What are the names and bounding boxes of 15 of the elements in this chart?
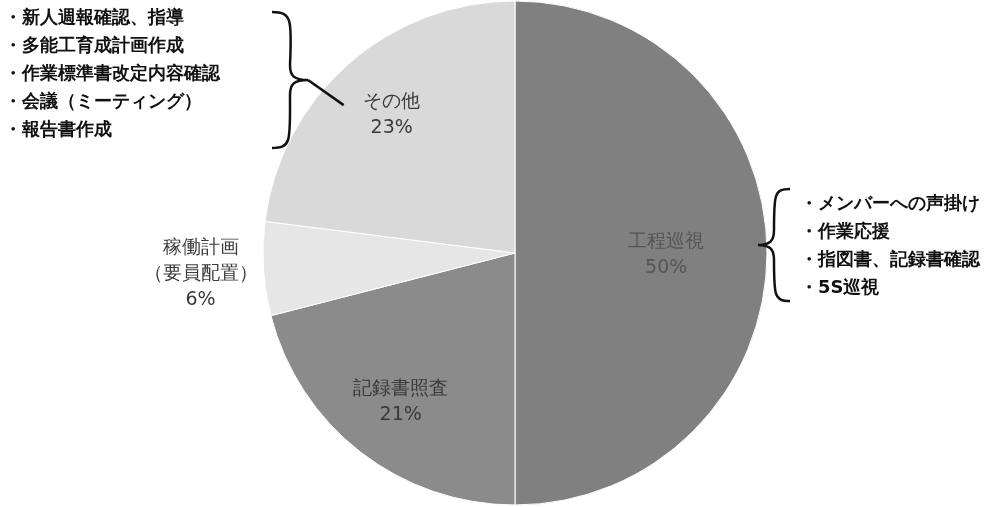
data-label: 21%	[379, 402, 422, 424]
text: ・指図書、記録書確認	[800, 248, 980, 270]
slice-label: 稼働計画（要員配置）	[143, 235, 258, 284]
text: ・会議（ミーティング）	[4, 90, 202, 112]
slice-label: 記録書照査	[353, 376, 449, 398]
text: ・作業応援	[800, 220, 890, 242]
text: ・作業標準書改定内容確認	[4, 62, 220, 84]
data-label: 23%	[370, 114, 413, 137]
data-label: 6%	[185, 287, 216, 310]
slice-label: その他	[363, 88, 421, 111]
text: ・多能工育成計画作成	[4, 34, 184, 56]
text: ・新人週報確認、指導	[4, 6, 184, 28]
text: ・メンバーへの声掛け	[800, 192, 980, 214]
text: ・報告書作成	[4, 118, 112, 140]
text: ・5S巡視	[800, 276, 880, 298]
